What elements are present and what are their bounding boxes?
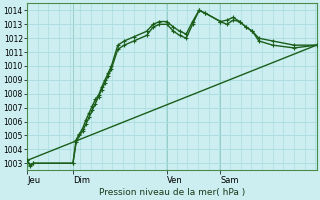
X-axis label: Pression niveau de la mer( hPa ): Pression niveau de la mer( hPa ): [99, 188, 245, 197]
